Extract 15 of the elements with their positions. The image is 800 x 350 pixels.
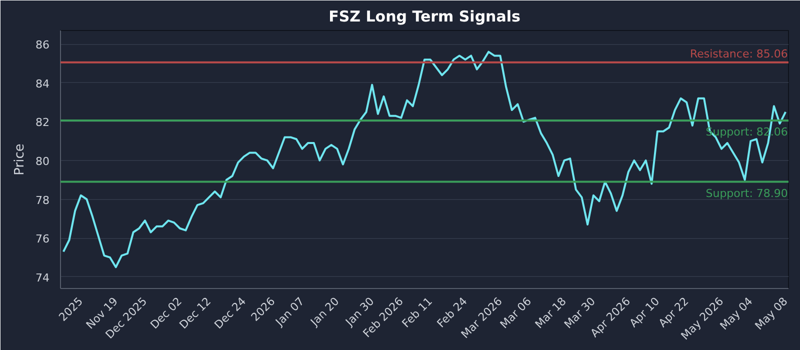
ref-line-label: Support: 78.90 [706,186,788,200]
y-tick-label: 80 [36,154,50,168]
y-tick-label: 84 [36,77,50,90]
line-series [62,50,787,268]
ref-line-label: Resistance: 85.06 [690,47,788,60]
x-tick-label: Jan 20 [307,294,342,330]
x-tick-label: Jan 07 [272,294,307,330]
x-tick-label: Dec 24 [212,294,249,332]
y-tick-label: 74 [36,271,50,284]
y-axis-title: Price [12,144,28,176]
y-tick-label: 76 [36,232,50,246]
y-tick-label: 82 [36,116,50,130]
chart-title: FSZ Long Term Signals [328,8,521,26]
y-tick-label: 86 [36,38,50,52]
y-tick-label: 78 [36,194,50,207]
